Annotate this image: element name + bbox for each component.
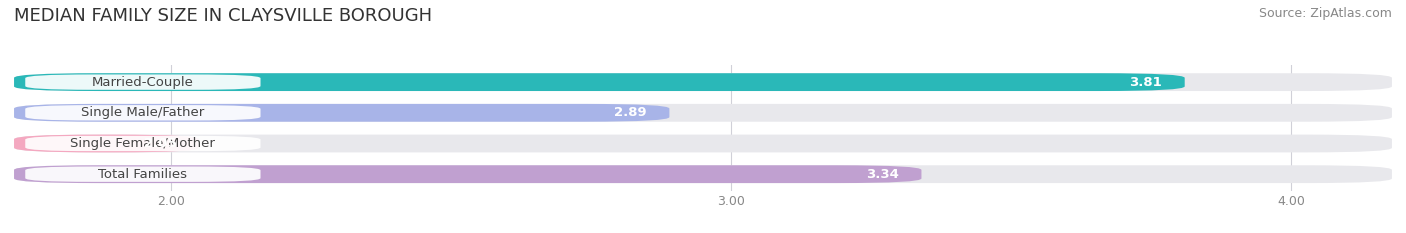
Text: 3.81: 3.81 [1129, 76, 1163, 89]
Text: Single Female/Mother: Single Female/Mother [70, 137, 215, 150]
FancyBboxPatch shape [25, 105, 260, 120]
FancyBboxPatch shape [14, 135, 198, 152]
Text: Source: ZipAtlas.com: Source: ZipAtlas.com [1258, 7, 1392, 20]
FancyBboxPatch shape [14, 135, 1392, 152]
FancyBboxPatch shape [25, 75, 260, 90]
Text: 2.05: 2.05 [143, 137, 177, 150]
FancyBboxPatch shape [14, 104, 1392, 122]
FancyBboxPatch shape [25, 167, 260, 182]
Text: 3.34: 3.34 [866, 168, 898, 181]
FancyBboxPatch shape [14, 73, 1185, 91]
Text: Total Families: Total Families [98, 168, 187, 181]
FancyBboxPatch shape [14, 165, 921, 183]
Text: 2.89: 2.89 [614, 106, 647, 119]
FancyBboxPatch shape [14, 165, 1392, 183]
FancyBboxPatch shape [25, 136, 260, 151]
FancyBboxPatch shape [14, 73, 1392, 91]
Text: Single Male/Father: Single Male/Father [82, 106, 204, 119]
Text: MEDIAN FAMILY SIZE IN CLAYSVILLE BOROUGH: MEDIAN FAMILY SIZE IN CLAYSVILLE BOROUGH [14, 7, 432, 25]
Text: Married-Couple: Married-Couple [91, 76, 194, 89]
FancyBboxPatch shape [14, 104, 669, 122]
